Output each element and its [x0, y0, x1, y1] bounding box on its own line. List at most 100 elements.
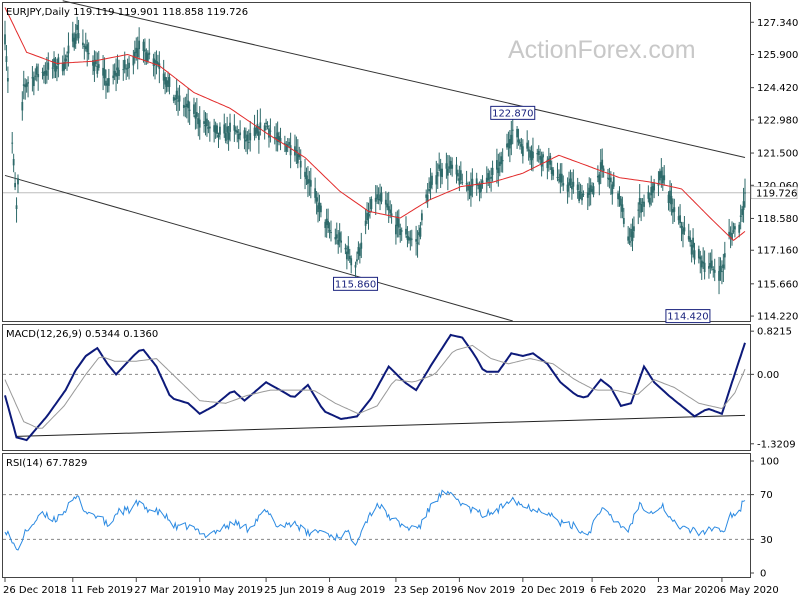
ohlc-bar-body — [193, 104, 195, 114]
ohlc-bar-body — [243, 130, 246, 139]
ohlc-bar — [651, 183, 654, 203]
ohlc-bar — [257, 125, 260, 154]
ohlc-bar — [647, 185, 650, 203]
ohlc-bar-body — [22, 84, 25, 86]
ohlc-bar — [607, 168, 609, 187]
ohlc-bar-body — [17, 178, 19, 185]
ohlc-bar — [177, 87, 179, 116]
ohlc-bar — [330, 220, 332, 242]
ohlc-bar — [673, 198, 676, 222]
ohlc-bar-body — [152, 58, 155, 66]
ohlc-bar — [31, 66, 34, 92]
ohlc-bar — [193, 97, 195, 118]
ohlc-bar-body — [589, 185, 592, 193]
ohlc-bar-body — [43, 71, 45, 76]
ohlc-bar — [295, 136, 298, 164]
ohlc-bar-body — [226, 126, 229, 133]
ohlc-bar — [650, 175, 653, 206]
ohlc-bar-body — [592, 186, 595, 195]
ohlc-bar-body — [76, 25, 79, 30]
ohlc-bar-body — [384, 199, 387, 205]
ohlc-bar-body — [286, 144, 289, 148]
ohlc-bar-body — [537, 150, 540, 156]
ohlc-bar-body — [320, 205, 322, 213]
ohlc-bar-body — [731, 232, 733, 240]
ohlc-bar-body — [667, 194, 670, 204]
ohlc-bar — [405, 216, 407, 238]
ohlc-bar — [324, 219, 327, 238]
ohlc-bar-body — [63, 61, 66, 71]
ohlc-bar-body — [718, 270, 720, 281]
ohlc-bar-body — [57, 57, 60, 65]
ohlc-bar — [45, 56, 48, 84]
ohlc-bar-body — [559, 173, 562, 183]
price-y-tick-label: 120.060 — [757, 181, 798, 192]
ohlc-bar — [568, 171, 570, 198]
ohlc-bar-body — [487, 173, 490, 181]
ohlc-bar — [481, 175, 484, 189]
ohlc-bar — [64, 54, 67, 70]
ohlc-bar — [520, 137, 523, 154]
ohlc-bar — [521, 139, 524, 164]
ohlc-bar — [337, 230, 340, 254]
ohlc-bar-body — [566, 184, 569, 192]
header-low: 118.858 — [162, 7, 203, 18]
macd-title: MACD(12,26,9) 0.5344 0.1360 — [6, 329, 158, 340]
ohlc-bar-body — [588, 187, 591, 195]
rsi-title: RSI(14) 67.7829 — [6, 458, 87, 469]
ohlc-bar — [334, 228, 337, 245]
ohlc-bar — [138, 27, 141, 60]
ohlc-bar — [66, 51, 68, 71]
ohlc-bar — [327, 208, 330, 234]
ohlc-bar-body — [27, 82, 29, 84]
ohlc-bar — [247, 129, 250, 150]
ohlc-bar — [455, 156, 458, 184]
ohlc-bar-body — [738, 224, 741, 233]
ohlc-bar-body — [337, 239, 340, 245]
ohlc-bar-body — [389, 209, 392, 214]
ohlc-bar — [446, 155, 449, 191]
ohlc-bar-body — [467, 184, 469, 191]
ohlc-bar — [105, 69, 107, 99]
rsi-y-tick-label: 100 — [760, 457, 779, 468]
symbol: EURJPY — [6, 7, 42, 18]
ohlc-bar — [214, 121, 217, 139]
ohlc-bar-body — [217, 135, 220, 138]
ohlc-bar-body — [106, 83, 109, 86]
ohlc-bar — [386, 192, 389, 211]
ohlc-bar — [354, 261, 357, 278]
price-y-tick-label: 115.660 — [757, 279, 798, 290]
ohlc-bar — [283, 135, 286, 153]
ohlc-bar-body — [451, 164, 454, 169]
ohlc-bar — [451, 157, 454, 177]
ohlc-bar-body — [481, 180, 484, 184]
ohlc-bar-body — [643, 201, 645, 207]
ohlc-bar — [465, 170, 468, 192]
ohlc-bar-body — [259, 122, 262, 130]
ohlc-bar — [699, 250, 702, 274]
ohlc-bar-body — [12, 158, 15, 166]
ohlc-bar-body — [206, 118, 208, 127]
ohlc-bar-body — [93, 62, 96, 72]
ohlc-bar-body — [425, 194, 428, 198]
ohlc-bar — [285, 141, 288, 155]
ohlc-bar — [255, 125, 257, 139]
ohlc-bar — [379, 183, 381, 211]
rsi-layer — [3, 489, 750, 551]
ohlc-bar-body — [115, 72, 117, 77]
price-y-tick-label: 125.900 — [757, 50, 798, 61]
ohlc-bar — [576, 177, 579, 199]
header-close: 119.726 — [207, 7, 248, 18]
ohlc-bar-body — [627, 236, 630, 241]
ohlc-bar-body — [426, 194, 429, 202]
ohlc-bar — [480, 178, 482, 199]
ohlc-bar-body — [687, 236, 690, 240]
ohlc-bar-body — [155, 60, 158, 63]
ohlc-bar — [81, 29, 84, 49]
ohlc-bar — [516, 126, 518, 149]
ohlc-bar-body — [133, 51, 136, 58]
ohlc-bar — [47, 52, 50, 80]
ohlc-bar-body — [703, 262, 706, 273]
ohlc-bar-body — [247, 141, 250, 143]
ohlc-bar — [556, 162, 559, 182]
